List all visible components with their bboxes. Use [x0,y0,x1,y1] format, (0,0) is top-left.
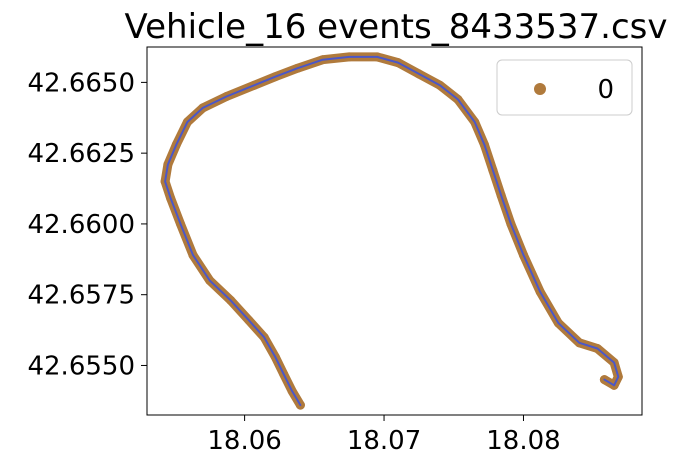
x-tick-label: 18.06 [207,426,281,456]
plot-frame [146,46,643,416]
y-tick-label: 42.6625 [27,139,135,169]
y-tick-label: 42.6550 [27,351,135,381]
legend: 0 [496,59,633,116]
y-tick-label: 42.6650 [27,68,135,98]
y-tick-label: 42.6575 [27,281,135,311]
legend-label: 0 [597,75,614,105]
x-tick-label: 18.08 [486,426,560,456]
plot-area [160,52,623,410]
chart-title: Vehicle_16 events_8433537.csv [125,7,668,47]
legend-marker [534,83,546,95]
y-tick-label: 42.6600 [27,210,135,240]
axes: 18.06 18.07 18.08 42.6550 42.6575 42.6600 42.6… [27,46,643,456]
legend-box [496,59,633,116]
x-tick-label: 18.07 [347,426,421,456]
series-0-line [164,55,620,407]
